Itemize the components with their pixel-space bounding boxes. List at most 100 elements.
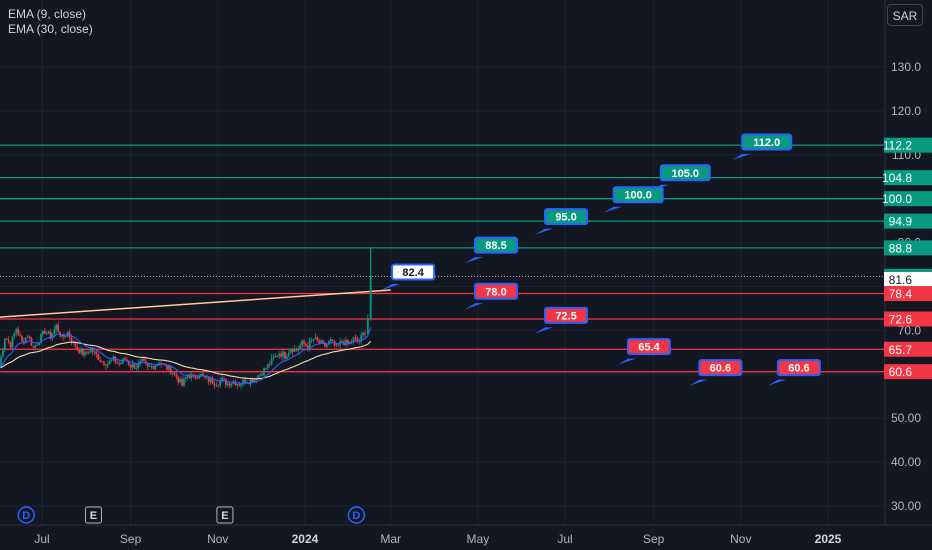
earnings-marker[interactable]: E [216, 506, 234, 524]
candle-body [24, 337, 27, 344]
earnings-marker[interactable]: E [84, 506, 102, 524]
candle-body [118, 363, 121, 365]
price-callout[interactable]: 95.0 [535, 208, 589, 235]
price-label[interactable]: 60.6 [884, 364, 932, 380]
candle-body [205, 376, 208, 378]
candle-body [17, 328, 20, 335]
price-label[interactable]: 88.8 [884, 240, 932, 256]
price-label-bg [884, 271, 932, 287]
price-callout[interactable]: 72.5 [535, 306, 589, 334]
candle-body [64, 336, 67, 338]
candle-body [272, 357, 275, 359]
candle-body [85, 352, 88, 354]
callout-pointer [732, 154, 751, 161]
price-callout[interactable]: 60.6 [767, 359, 821, 386]
price-label[interactable]: 72.6 [884, 311, 932, 327]
price-label[interactable]: 78.4 [884, 286, 932, 302]
candle-body [364, 333, 366, 335]
candle-body [120, 362, 122, 365]
price-label[interactable]: 65.7 [884, 341, 932, 357]
price-callout[interactable]: 88.5 [465, 236, 519, 264]
candle-body [57, 324, 60, 332]
candle-body [95, 351, 98, 355]
price-label-bg [884, 341, 932, 357]
dividend-marker[interactable]: D [347, 506, 366, 524]
price-callout[interactable]: 105.0 [650, 164, 711, 191]
event-label: E [221, 510, 228, 522]
candle-body [34, 345, 37, 348]
price-callout[interactable]: 100.0 [603, 186, 664, 213]
candle-body [42, 330, 44, 335]
candle-body [266, 363, 269, 369]
candle-body [152, 366, 155, 369]
currency-button[interactable]: SAR [887, 4, 923, 26]
candle-body [28, 336, 31, 338]
candle-body [194, 375, 197, 379]
candle-body [356, 337, 359, 341]
candle-body [337, 344, 340, 346]
candle-body [21, 335, 23, 342]
candle-body [236, 384, 239, 386]
dividend-marker[interactable]: D [17, 506, 36, 524]
callout-pointer [767, 379, 786, 386]
candle-body [268, 363, 271, 365]
x-tick-label: Jul [34, 532, 49, 546]
event-label: E [90, 510, 97, 522]
candle-body [324, 342, 326, 347]
candle-body [223, 378, 225, 380]
price-callout[interactable]: 60.6 [689, 359, 743, 386]
candle-body [154, 365, 157, 369]
candle-body [322, 340, 324, 343]
candle-body [38, 343, 41, 345]
candle-body [47, 331, 50, 334]
candle-body [297, 348, 300, 351]
callout-box [474, 236, 519, 254]
candle-body [230, 383, 233, 386]
price-label[interactable]: 81.6 [884, 271, 932, 287]
price-callout[interactable]: 82.4 [382, 263, 436, 290]
candle-body [179, 378, 182, 383]
ema9-legend-label[interactable]: EMA (9, close) [8, 7, 87, 21]
price-callout[interactable]: 65.4 [617, 338, 671, 365]
price-label[interactable]: 112.2 [883, 137, 932, 153]
price-label-text: 72.6 [889, 312, 913, 326]
candle-body [295, 348, 298, 351]
candle-body [150, 366, 153, 367]
candle-body [285, 356, 288, 359]
callout-box [612, 186, 664, 204]
y-tick-label: 130.0 [891, 60, 921, 74]
candle-body [11, 336, 14, 348]
y-tick-label: 50.00 [891, 411, 921, 425]
price-callout[interactable]: 78.0 [465, 282, 519, 310]
candle-body [200, 373, 203, 376]
price-label[interactable]: 94.9 [884, 213, 932, 229]
candle-body [204, 375, 206, 378]
candle-body [211, 378, 214, 384]
candle-body [171, 373, 174, 374]
indicator-legend: EMA (9, close) EMA (30, close) [8, 7, 93, 37]
price-label[interactable]: 100.0 [882, 191, 932, 207]
candle-body [293, 348, 296, 352]
ema30-legend-label[interactable]: EMA (30, close) [8, 22, 93, 36]
callout-label: 82.4 [402, 267, 424, 279]
candle-body [93, 351, 96, 353]
candle-body [143, 358, 145, 362]
candle-body [2, 349, 4, 358]
candle-body [335, 344, 338, 346]
price-label-text: 104.8 [882, 171, 912, 185]
candle-body [9, 341, 12, 348]
price-label-text: 112.2 [883, 139, 912, 153]
trend-line[interactable] [0, 289, 391, 318]
candle-body [276, 355, 279, 357]
candles [0, 247, 372, 390]
candle-body [70, 337, 73, 343]
candle-body [318, 340, 321, 343]
price-label[interactable]: 104.8 [882, 170, 932, 186]
candle-body [196, 378, 199, 379]
candle-body [183, 379, 185, 386]
price-label-bg [884, 191, 932, 207]
price-callout[interactable]: 112.0 [732, 133, 793, 161]
candle-body [299, 345, 302, 349]
